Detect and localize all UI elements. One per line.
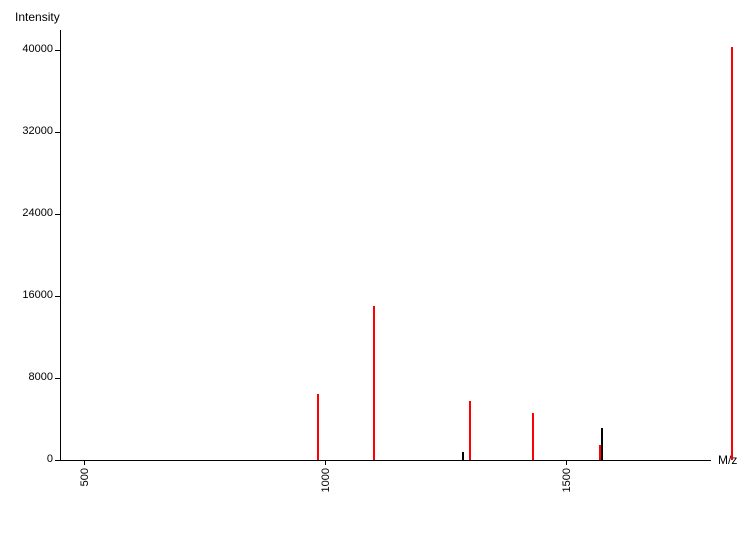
spectrum-peak	[373, 306, 375, 460]
spectrum-peak	[469, 401, 471, 460]
y-tick	[55, 378, 60, 379]
y-tick	[55, 460, 60, 461]
y-axis-label: Intensity	[15, 10, 60, 24]
mass-spectrum-chart: Intensity M/z 0 8000 16000 24000 32000 40000 5…	[0, 0, 750, 540]
x-axis-label: M/z	[718, 453, 737, 467]
y-tick-label: 40000	[8, 43, 53, 55]
spectrum-peak	[601, 428, 603, 460]
y-tick-label: 24000	[8, 207, 53, 219]
y-tick-label: 16000	[8, 289, 53, 301]
x-tick	[566, 460, 567, 465]
y-tick	[55, 214, 60, 215]
y-tick	[55, 132, 60, 133]
spectrum-peak	[462, 452, 464, 460]
spectrum-peak	[532, 413, 534, 460]
y-tick-label: 8000	[8, 371, 53, 383]
y-tick-label: 32000	[8, 125, 53, 137]
x-tick	[325, 460, 326, 465]
spectrum-peak	[731, 47, 733, 460]
y-tick	[55, 296, 60, 297]
y-tick-label: 0	[8, 453, 53, 465]
x-tick-label: 500	[79, 468, 91, 486]
spectrum-peak	[317, 394, 319, 460]
x-tick	[84, 460, 85, 465]
x-tick-label: 1500	[561, 468, 573, 492]
plot-area	[60, 30, 711, 461]
x-tick-label: 1000	[320, 468, 332, 492]
y-tick	[55, 50, 60, 51]
